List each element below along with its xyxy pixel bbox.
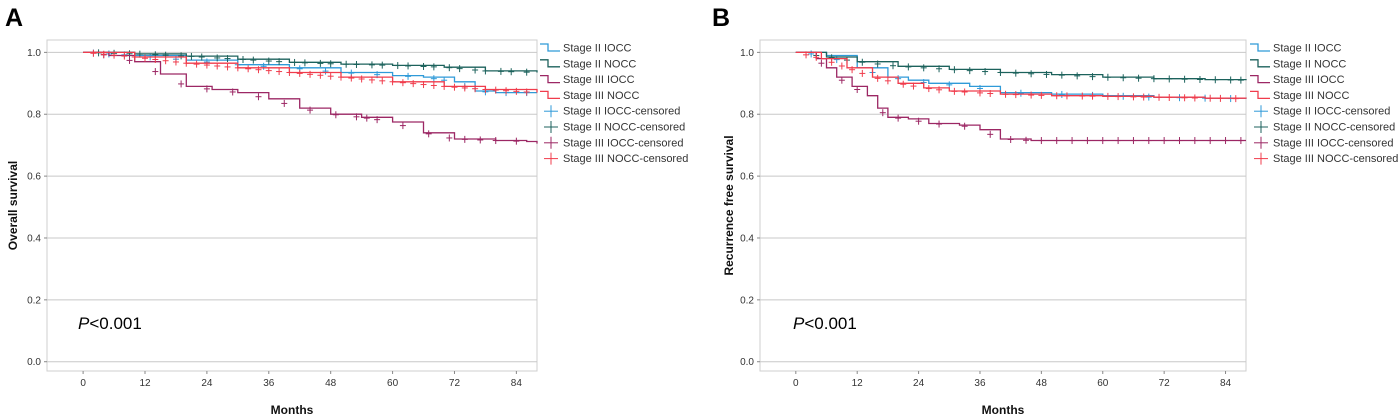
legend-label: Stage II IOCC-censored (563, 106, 680, 118)
chart-panel-a: A 0.0 0.2 0.4 0.6 0.8 1.0 0 12 24 36 48 60 72 84 Months… (5, 4, 688, 417)
y-tick-label: 0.4 (740, 233, 754, 244)
panel-letter: B (712, 4, 730, 32)
y-tick-label: 0.2 (740, 295, 754, 306)
legend-label: Stage II NOCC (1273, 58, 1346, 70)
panel-letter: A (5, 4, 23, 32)
x-tick-label: 24 (201, 378, 213, 389)
y-tick-label: 0.0 (27, 357, 41, 368)
survival-curve-line (83, 51, 538, 73)
x-tick-label: 84 (511, 378, 523, 389)
series-stage-iii-nocc (83, 49, 538, 96)
x-tick-label: 72 (1159, 378, 1171, 389)
legend-line-swatch (540, 43, 560, 52)
survival-curve-line (795, 51, 1246, 142)
legend-line-swatch (540, 59, 560, 68)
legend: Stage II IOCC Stage II NOCC Stage III IOCC… (540, 43, 688, 165)
legend-line-swatch (540, 74, 560, 84)
plot-frame (759, 39, 1247, 372)
legend-label: Stage II IOCC (563, 43, 632, 55)
chart-panel-b: B 0.0 0.2 0.4 0.6 0.8 1.0 0 12 24 36 48 60 72 84 Months… (712, 4, 1398, 417)
x-tick-label: 24 (913, 378, 925, 389)
series-stage-iii-iocc (83, 51, 538, 145)
y-tick-label: 0.2 (27, 295, 41, 306)
survival-curve-line (795, 51, 1247, 99)
x-tick-label: 72 (449, 378, 461, 389)
x-tick-label: 12 (852, 378, 864, 389)
legend: Stage II IOCC Stage II NOCC Stage III IOCC… (1250, 43, 1398, 165)
x-tick-label: 36 (263, 378, 275, 389)
y-tick-label: 0.8 (27, 110, 41, 121)
survival-curve-line (83, 51, 538, 144)
y-tick-label: 1.0 (27, 48, 41, 59)
y-tick-label: 0.6 (27, 172, 41, 183)
x-tick-label: 84 (1220, 378, 1232, 389)
y-tick-label: 1.0 (740, 48, 754, 59)
legend-label: Stage III NOCC (1273, 90, 1349, 102)
x-tick-label: 60 (1097, 378, 1109, 389)
legend-line-swatch (1250, 74, 1270, 84)
x-tick-label: 36 (974, 378, 986, 389)
series-stage-iii-iocc (795, 51, 1246, 145)
x-tick-label: 0 (80, 378, 86, 389)
p-value-italic: P (78, 314, 90, 333)
legend-label: Stage III IOCC-censored (1273, 137, 1393, 149)
y-tick-label: 0.8 (740, 110, 754, 121)
x-tick-label: 12 (139, 378, 151, 389)
survival-curve-line (795, 51, 1247, 81)
series-stage-ii-nocc (83, 49, 538, 76)
y-axis-title: Overall survival (6, 161, 20, 250)
legend-label: Stage II NOCC (563, 58, 636, 70)
y-tick-label: 0.4 (27, 233, 41, 244)
legend-line-swatch (540, 90, 560, 100)
legend-label: Stage III IOCC (563, 74, 635, 86)
legend-label: Stage II NOCC-censored (1273, 122, 1395, 134)
legend-label: Stage III NOCC-censored (563, 153, 688, 165)
plot-frame (46, 39, 538, 372)
legend-label: Stage III NOCC (563, 90, 639, 102)
x-axis-title: Months (271, 403, 314, 417)
p-value-annotation: P<0.001 (78, 314, 142, 333)
y-tick-label: 0.6 (740, 172, 754, 183)
x-tick-label: 48 (325, 378, 337, 389)
x-tick-label: 48 (1036, 378, 1048, 389)
legend-label: Stage III NOCC-censored (1273, 153, 1398, 165)
x-tick-label: 60 (387, 378, 399, 389)
legend-label: Stage II IOCC (1273, 43, 1342, 55)
series-stage-iii-nocc (795, 51, 1247, 103)
legend-line-swatch (1250, 90, 1270, 100)
p-value-annotation: P<0.001 (793, 314, 857, 333)
y-axis-title: Recurrence free survival (722, 135, 736, 275)
x-tick-label: 0 (793, 378, 799, 389)
legend-label: Stage III IOCC-censored (563, 137, 683, 149)
y-tick-label: 0.0 (740, 357, 754, 368)
legend-label: Stage II NOCC-censored (563, 122, 685, 134)
legend-label: Stage III IOCC (1273, 74, 1345, 86)
legend-line-swatch (1250, 43, 1270, 52)
p-value-text: <0.001 (89, 314, 141, 333)
p-value-italic: P (793, 314, 805, 333)
x-axis-title: Months (982, 403, 1025, 417)
p-value-text: <0.001 (804, 314, 856, 333)
legend-label: Stage II IOCC-censored (1273, 106, 1390, 118)
legend-line-swatch (1250, 59, 1270, 68)
